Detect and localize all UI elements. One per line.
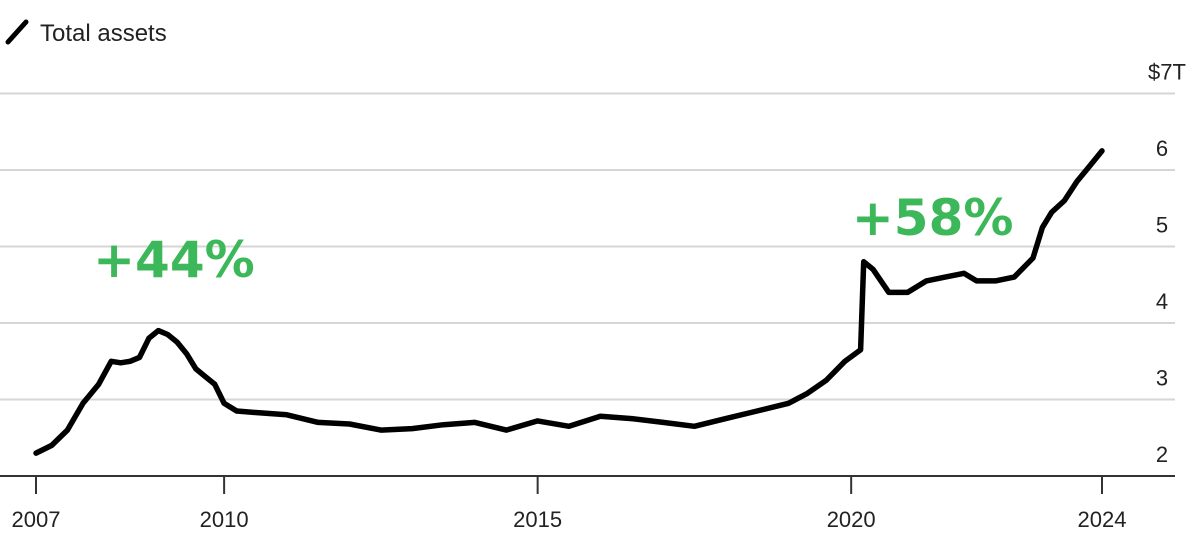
- y-tick-label: 3: [1156, 366, 1168, 391]
- y-tick-label: 4: [1156, 289, 1168, 314]
- x-tick-label: 2010: [200, 507, 249, 532]
- annotations: +44% +58%: [93, 189, 1013, 289]
- x-axis: 2007 2010 2015 2020 2024: [0, 475, 1175, 532]
- y-tick-label: 2: [1156, 442, 1168, 467]
- annotation-label-1: +58%: [852, 189, 1014, 247]
- x-tick-label: 2007: [12, 507, 61, 532]
- y-tick-label: 6: [1156, 136, 1168, 161]
- y-tick-label: 5: [1156, 213, 1168, 238]
- legend-label: Total assets: [40, 20, 167, 47]
- y-tick-label: $7T: [1148, 60, 1186, 85]
- x-tick-label: 2024: [1078, 507, 1127, 532]
- legend: Total assets: [5, 19, 167, 47]
- series-line-0: [33, 148, 1105, 456]
- annotation-label-0: +44%: [93, 231, 255, 289]
- gridlines: [0, 92, 1175, 401]
- series-group: [33, 148, 1105, 456]
- y-axis-labels: 2 3 4 5 6 $7T: [1148, 60, 1186, 468]
- x-tick-label: 2020: [827, 507, 876, 532]
- x-tick-label: 2015: [513, 507, 562, 532]
- legend-swatch: [5, 19, 29, 45]
